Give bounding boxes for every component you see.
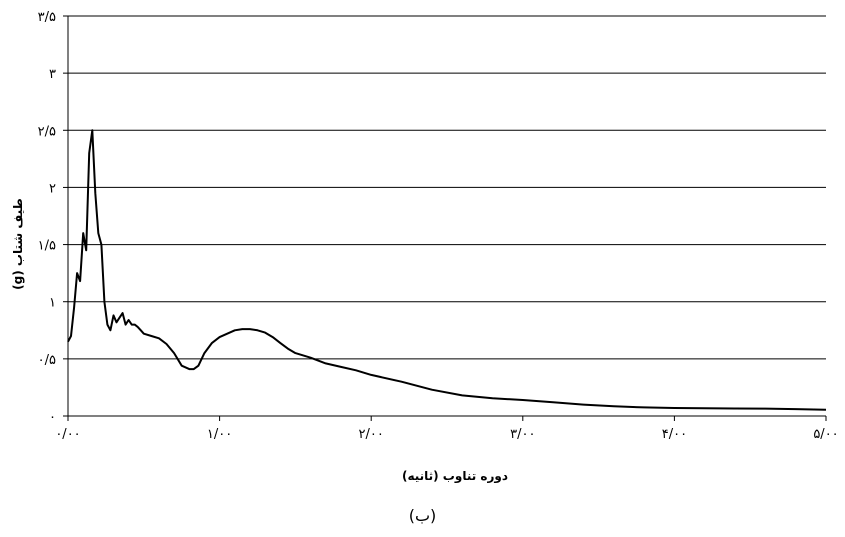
y-tick-label: ۱ [49,296,56,311]
x-tick-label: ۴/۰۰ [662,427,687,442]
y-tick-label: ۲/۵ [38,124,56,139]
x-axis-title: دوره تناوب (ثانیه) [402,469,508,484]
x-tick-label: ۳/۰۰ [510,427,535,442]
x-tick-label: ۲/۰۰ [359,427,384,442]
x-tick-label: ۵/۰۰ [813,427,838,442]
y-tick-label: ۱/۵ [38,239,56,254]
series-layer [67,129,827,411]
panel-label: (ب) [408,506,437,525]
y-tick-label: ۲ [49,181,56,196]
series-line [67,129,827,411]
y-tick-label: ۳ [49,67,56,82]
x-tick-label: ۱/۰۰ [207,427,232,442]
y-tick-label: ۰/۵ [38,353,56,368]
y-tick-label: ۰ [49,410,56,425]
y-tick-label: ۳/۵ [38,10,56,25]
y-axis-title: طیف شتاب (g) [11,198,25,290]
y-tick-labels: ۰ ۰/۵ ۱ ۱/۵ ۲ ۲/۵ ۳ ۳/۵ [38,10,56,425]
axes [63,15,827,421]
gridlines [68,15,826,360]
x-tick-label: ۰/۰۰ [55,427,80,442]
x-tick-labels: ۰/۰۰ ۱/۰۰ ۲/۰۰ ۳/۰۰ ۴/۰۰ ۵/۰۰ [55,427,838,442]
